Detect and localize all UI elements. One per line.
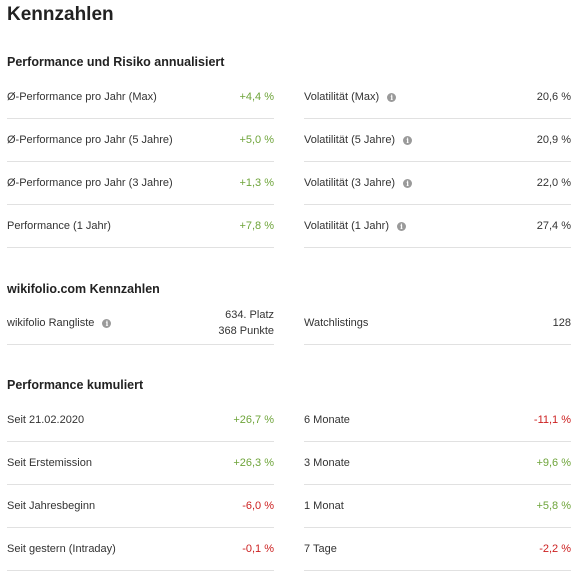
metric-label: Performance (1 Jahr) — [7, 220, 111, 232]
section-title-risk: Performance und Risiko annualisiert — [7, 55, 225, 69]
metric-label: Volatilität (1 Jahr) — [304, 220, 389, 232]
metric-label: 7 Tage — [304, 543, 337, 555]
metric-value: 20,6 % — [536, 91, 571, 103]
metric-row: Volatilität (Max) i 20,6 % — [304, 76, 571, 119]
metric-value: +1,3 % — [239, 177, 274, 189]
metric-row: Seit Erstemission +26,3 % — [7, 442, 274, 485]
metric-row: Ø-Performance pro Jahr (Max) +4,4 % — [7, 76, 274, 119]
metric-value: +5,0 % — [239, 134, 274, 146]
metric-row: Seit gestern (Intraday) -0,1 % — [7, 528, 274, 571]
ranking-value: 634. Platz 368 Punkte — [218, 307, 274, 339]
metric-row: Ø-Performance pro Jahr (3 Jahre) +1,3 % — [7, 162, 274, 205]
metric-value: +26,3 % — [233, 457, 274, 469]
ranking-row: wikifolio Rangliste i 634. Platz 368 Punk… — [7, 302, 274, 345]
metric-value: -11,1 % — [533, 414, 571, 426]
metric-row: Seit Jahresbeginn -6,0 % — [7, 485, 274, 528]
metric-label: Volatilität (3 Jahre) — [304, 177, 396, 189]
metric-value: -2,2 % — [539, 543, 571, 555]
metric-row: 3 Monate +9,6 % — [304, 442, 571, 485]
metric-label: Volatilität (Max) — [304, 91, 380, 103]
info-icon[interactable]: i — [403, 178, 413, 188]
metric-label: Seit Erstemission — [7, 457, 92, 469]
metric-value: -0,1 % — [242, 543, 274, 555]
watchlists-value: 128 — [552, 317, 571, 329]
info-icon[interactable]: i — [403, 135, 413, 145]
metric-row: Seit 21.02.2020 +26,7 % — [7, 399, 274, 442]
metric-value: +26,7 % — [233, 414, 274, 426]
metric-label: Ø-Performance pro Jahr (Max) — [7, 91, 157, 103]
metric-value: +7,8 % — [239, 220, 274, 232]
metric-label: Volatilität (5 Jahre) — [304, 134, 396, 146]
info-icon[interactable]: i — [387, 92, 397, 102]
metric-row: Volatilität (5 Jahre) i 20,9 % — [304, 119, 571, 162]
section-title-cumulative: Performance kumuliert — [7, 378, 144, 392]
metric-value: +9,6 % — [536, 457, 571, 469]
ranking-points: 368 Punkte — [218, 325, 274, 337]
ranking-place: 634. Platz — [225, 309, 274, 321]
metric-label: 6 Monate — [304, 414, 350, 426]
metric-value: -6,0 % — [242, 500, 274, 512]
metric-label: 1 Monat — [304, 500, 344, 512]
page-title: Kennzahlen — [7, 4, 114, 25]
metric-row: 7 Tage -2,2 % — [304, 528, 571, 571]
metric-row: Ø-Performance pro Jahr (5 Jahre) +5,0 % — [7, 119, 274, 162]
metric-value: 27,4 % — [536, 220, 571, 232]
metric-row: 1 Monat +5,8 % — [304, 485, 571, 528]
metric-row: Performance (1 Jahr) +7,8 % — [7, 205, 274, 248]
metric-label: 3 Monate — [304, 457, 350, 469]
watchlists-row: Watchlistings 128 — [304, 302, 571, 345]
metric-value: +5,8 % — [536, 500, 571, 512]
metric-label: Ø-Performance pro Jahr (5 Jahre) — [7, 134, 173, 146]
info-icon[interactable]: i — [396, 221, 406, 231]
metric-row: 6 Monate -11,1 % — [304, 399, 571, 442]
metric-value: +4,4 % — [239, 91, 274, 103]
metric-label: Ø-Performance pro Jahr (3 Jahre) — [7, 177, 173, 189]
metric-label: Seit gestern (Intraday) — [7, 543, 116, 555]
ranking-label: wikifolio Rangliste — [7, 317, 95, 329]
metric-row: Volatilität (1 Jahr) i 27,4 % — [304, 205, 571, 248]
metric-value: 20,9 % — [536, 134, 571, 146]
metric-label: Seit Jahresbeginn — [7, 500, 96, 512]
section-title-wikifolio: wikifolio.com Kennzahlen — [7, 282, 160, 296]
metric-label: Seit 21.02.2020 — [7, 414, 85, 426]
watchlists-label: Watchlistings — [304, 317, 369, 329]
metric-row: Volatilität (3 Jahre) i 22,0 % — [304, 162, 571, 205]
metric-value: 22,0 % — [536, 177, 571, 189]
info-icon[interactable]: i — [102, 318, 112, 328]
